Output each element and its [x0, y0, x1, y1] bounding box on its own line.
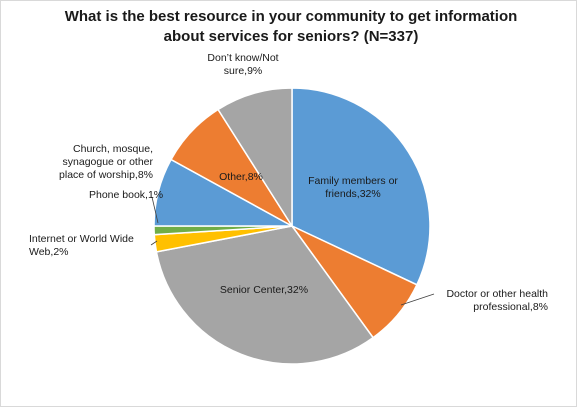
slice-label-7: Other,8% — [219, 171, 263, 183]
chart-title-line-2: about services for seniors? (N=337) — [163, 28, 419, 45]
chart-title: What is the best resource in your commun… — [31, 7, 551, 47]
slice-label-3: Senior Center,32% — [220, 284, 308, 296]
slice-label-4: Internet or World Wide Web,2% — [29, 233, 134, 258]
slice-label-6: Church, mosque, synagogue or other place o… — [59, 143, 153, 181]
slice-label-5: Phone book,1% — [89, 189, 163, 201]
pie-slice-1 — [291, 87, 431, 286]
slice-label-8: Don’t know/Not sure,9% — [207, 52, 278, 77]
pie-slice-8 — [217, 87, 293, 229]
slice-label-2: Doctor or other health professional,8% — [446, 288, 548, 313]
slice-label-1: Family members or friends,32% — [308, 175, 398, 200]
chart-title-line-1: What is the best resource in your commun… — [64, 8, 518, 25]
pie-slice-3 — [155, 225, 375, 365]
leader-line-5 — [151, 196, 159, 224]
leader-line-2 — [400, 293, 435, 306]
leader-line-4 — [150, 240, 158, 246]
